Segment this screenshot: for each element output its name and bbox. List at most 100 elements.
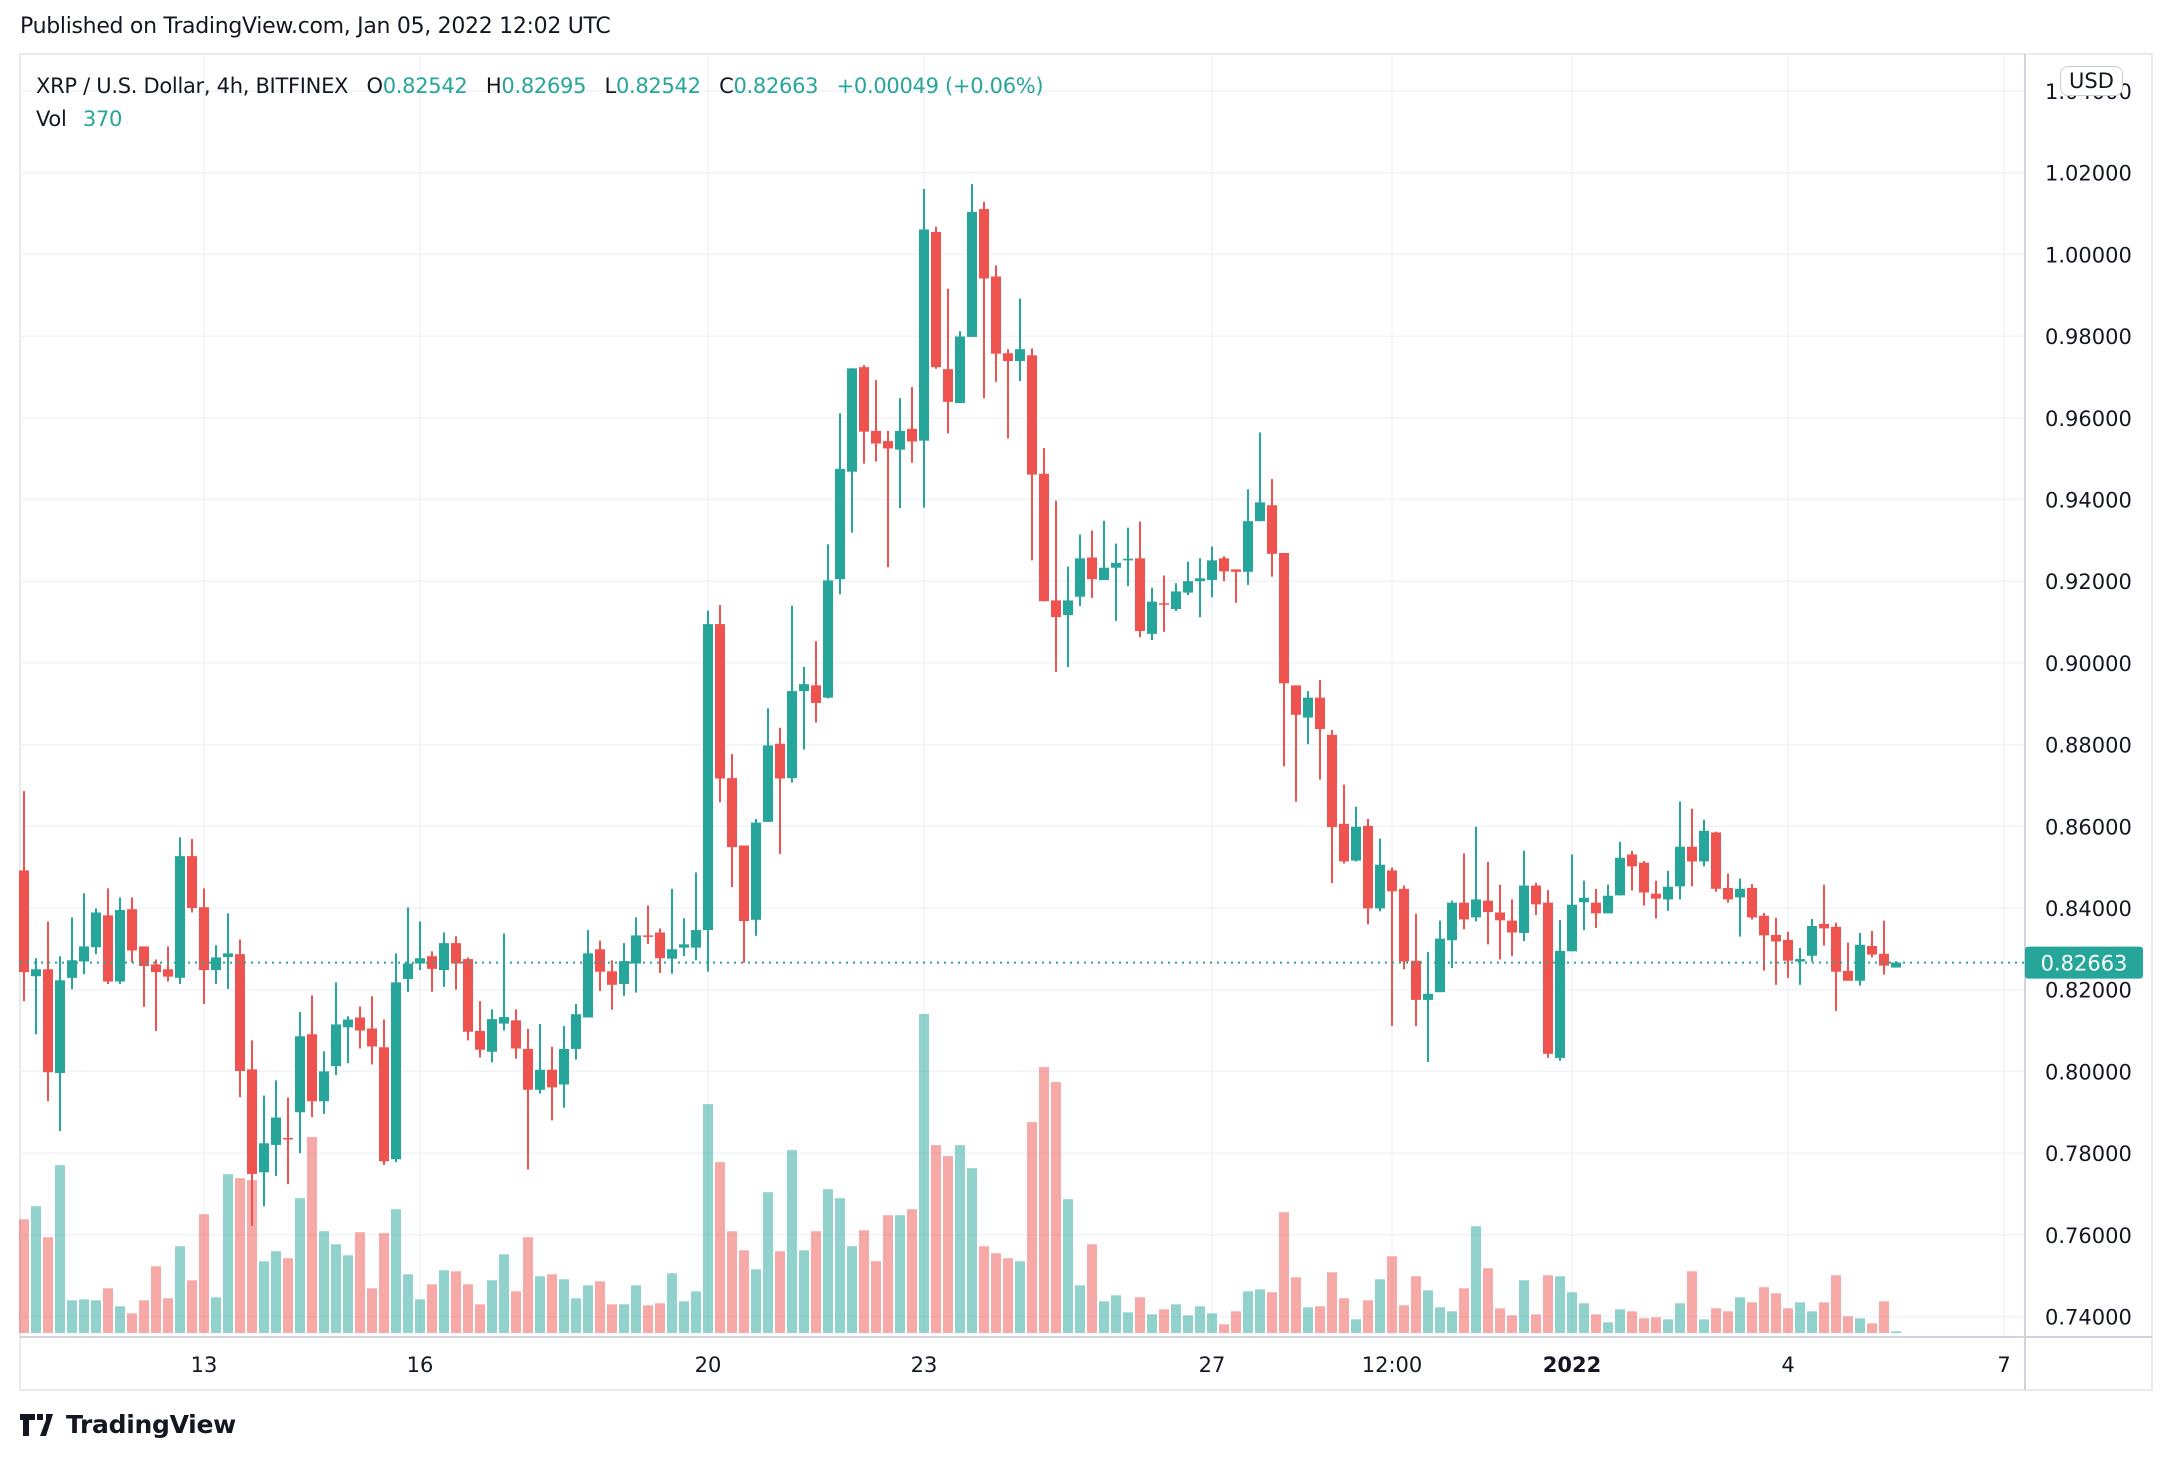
volume-bar <box>1603 1322 1613 1333</box>
volume-bar <box>619 1304 629 1333</box>
time-axis[interactable]: 13 16 20 23 27 12:00 2022 4 7 <box>191 1353 2011 1377</box>
candle-body <box>1327 734 1337 828</box>
volume-bar <box>1327 1272 1337 1333</box>
candle-body <box>247 1069 257 1174</box>
currency-button[interactable]: USD <box>2060 66 2123 96</box>
bullish-candle <box>1015 298 1025 382</box>
candle-body <box>1195 578 1205 582</box>
volume-bar <box>91 1300 101 1333</box>
candle-body <box>727 778 737 848</box>
price-series <box>19 184 1901 1226</box>
change-value: +0.00049 (+0.06%) <box>836 74 1044 98</box>
candle-body <box>487 1019 497 1052</box>
tradingview-logo-icon <box>20 1413 53 1436</box>
bearish-candle <box>235 939 245 1098</box>
grid <box>20 54 2025 1337</box>
volume-bar <box>223 1174 233 1333</box>
candle-body <box>1483 900 1493 913</box>
bearish-candle <box>1483 861 1493 945</box>
bullish-candle <box>1519 850 1529 942</box>
volume-bar <box>1831 1275 1841 1333</box>
candle-body <box>403 963 413 980</box>
bullish-candle <box>1207 546 1217 598</box>
candle-body <box>1315 697 1325 730</box>
open-value: 0.82542 <box>382 74 468 98</box>
candle-body <box>1243 521 1253 572</box>
volume-bar <box>1315 1306 1325 1333</box>
candle-body <box>1159 603 1169 605</box>
volume-bar <box>1435 1307 1445 1333</box>
volume-bar <box>1111 1295 1121 1333</box>
candle-body <box>1135 558 1145 632</box>
volume-bar <box>1783 1308 1793 1333</box>
volume-bar <box>1375 1279 1385 1333</box>
candle-body <box>127 909 137 951</box>
bearish-candle <box>1507 899 1517 957</box>
candle-body <box>1771 934 1781 942</box>
volume-bar <box>1291 1277 1301 1333</box>
bullish-candle <box>1195 558 1205 618</box>
candle-body <box>871 430 881 444</box>
price-tick-label: 0.82000 <box>2045 979 2132 1003</box>
price-tick-label: 0.74000 <box>2045 1306 2132 1330</box>
bullish-candle <box>211 945 221 984</box>
volume-bar <box>379 1233 389 1333</box>
volume-bar <box>523 1237 533 1333</box>
candle-body <box>583 953 593 1018</box>
volume-bar <box>1723 1311 1733 1333</box>
bearish-candle <box>1723 873 1733 903</box>
volume-bar <box>1471 1226 1481 1333</box>
bearish-candle <box>1399 885 1409 970</box>
volume-bar <box>595 1281 605 1333</box>
candle-body <box>79 946 89 962</box>
bearish-candle <box>607 960 617 1010</box>
bullish-candle <box>967 184 977 337</box>
volume-label[interactable]: Vol <box>36 107 67 131</box>
bearish-candle <box>355 1006 365 1049</box>
volume-bar <box>355 1232 365 1333</box>
candle-body <box>1675 846 1685 887</box>
volume-bar <box>979 1246 989 1333</box>
bearish-candle <box>595 940 605 991</box>
bullish-candle <box>619 943 629 996</box>
bullish-candle <box>1567 854 1577 952</box>
volume-bar <box>1879 1301 1889 1333</box>
symbol-title[interactable]: XRP / U.S. Dollar, 4h, BITFINEX <box>36 74 349 98</box>
volume-bar <box>187 1280 197 1333</box>
bullish-candle <box>1795 948 1805 985</box>
candle-body <box>907 428 917 442</box>
volume-bar <box>871 1261 881 1333</box>
candle-body <box>103 915 113 982</box>
volume-bar <box>487 1280 497 1333</box>
volume-bar <box>823 1189 833 1333</box>
time-tick-label: 20 <box>695 1353 722 1377</box>
volume-bar <box>715 1162 725 1333</box>
time-tick-label: 12:00 <box>1362 1353 1423 1377</box>
volume-bar <box>295 1198 305 1333</box>
bearish-candle <box>1159 575 1169 632</box>
bearish-candle <box>475 1001 485 1058</box>
volume-bar <box>1087 1244 1097 1333</box>
volume-bar <box>931 1145 941 1333</box>
bullish-candle <box>919 189 929 508</box>
bullish-candle <box>631 917 641 993</box>
published-caption: Published on TradingView.com, Jan 05, 20… <box>20 14 611 39</box>
bullish-candle <box>175 837 185 984</box>
candle-body <box>355 1017 365 1031</box>
price-tick-label: 0.96000 <box>2045 407 2132 431</box>
price-axis[interactable]: 1.040001.020001.000000.980000.960000.940… <box>2045 80 2132 1330</box>
candle-body <box>775 743 785 779</box>
candle-body <box>439 943 449 971</box>
candle-body <box>1711 832 1721 889</box>
volume-bar <box>1699 1319 1709 1333</box>
price-tick-label: 1.00000 <box>2045 243 2132 267</box>
volume-bar <box>787 1150 797 1333</box>
volume-bar <box>1855 1318 1865 1333</box>
candle-body <box>1015 349 1025 362</box>
bearish-candle <box>775 727 785 855</box>
tradingview-logo[interactable]: TradingView <box>20 1410 236 1439</box>
bearish-candle <box>367 996 377 1065</box>
volume-bar <box>151 1266 161 1333</box>
candle-body <box>787 691 797 779</box>
